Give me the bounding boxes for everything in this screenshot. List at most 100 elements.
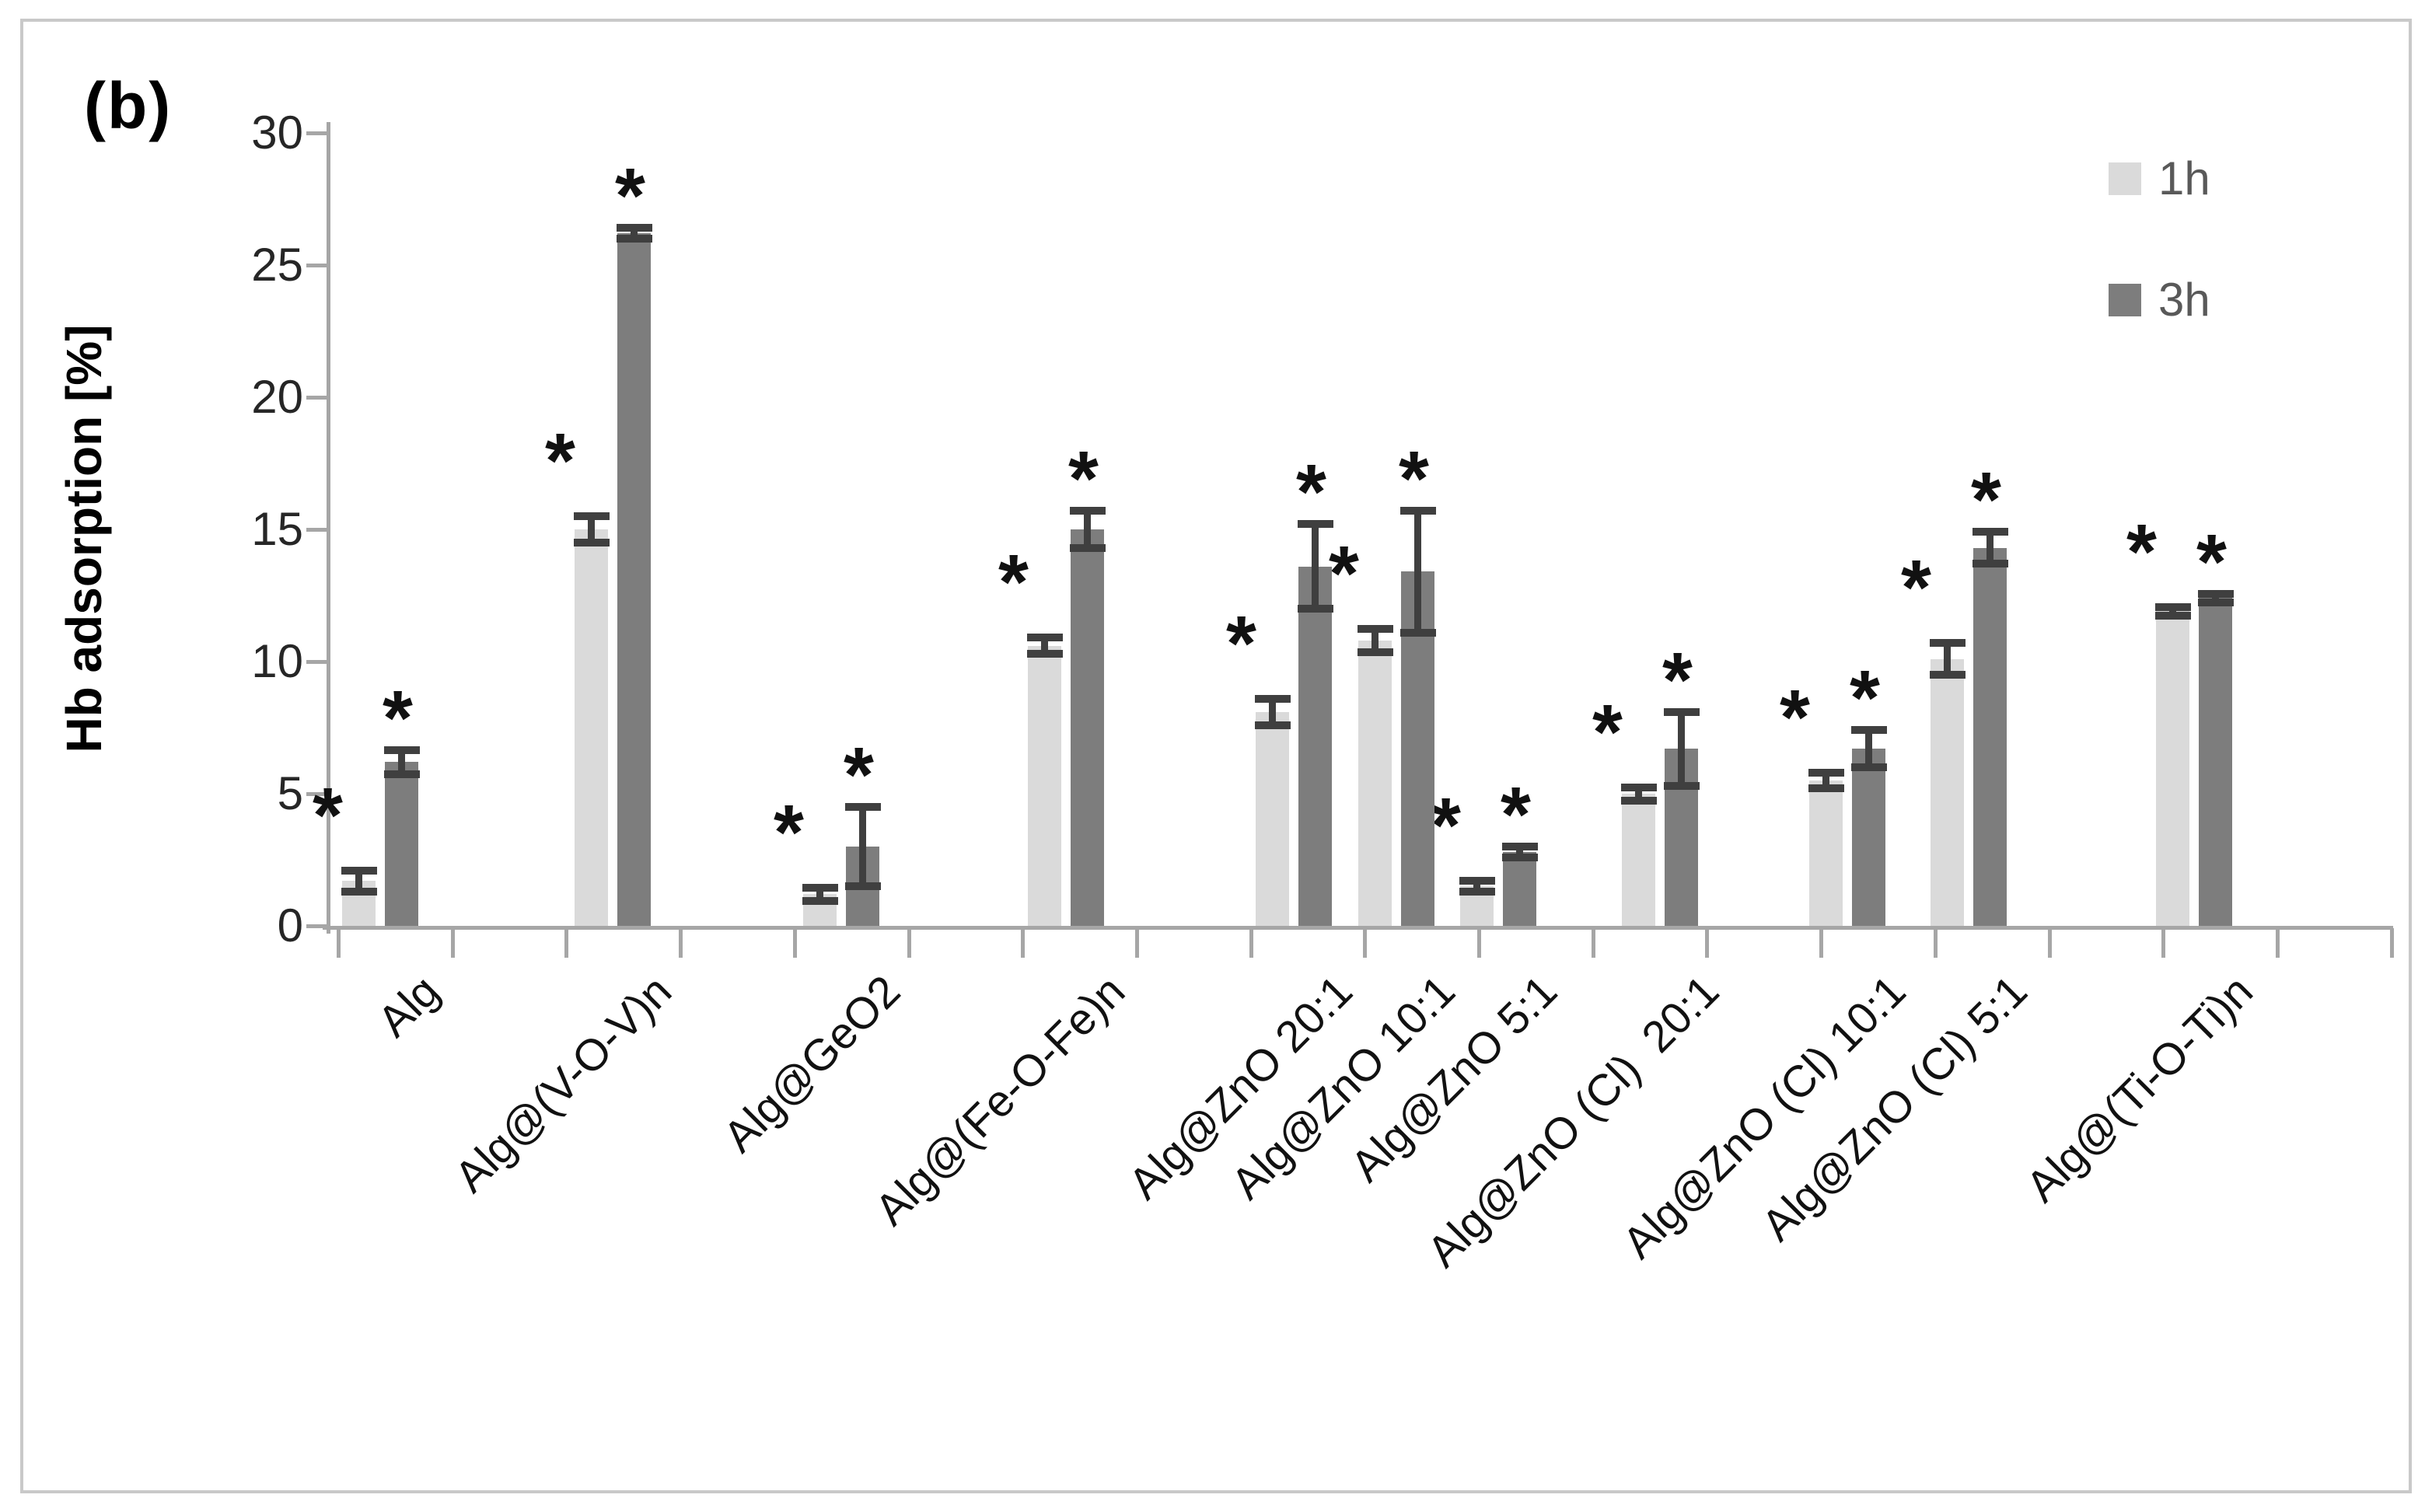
significance-star: * xyxy=(1971,456,2001,544)
error-bar-line xyxy=(1269,698,1276,725)
error-bar-line xyxy=(1944,643,1951,675)
error-bar-cap-bottom xyxy=(1297,605,1333,613)
x-axis-tick xyxy=(2161,928,2166,958)
error-bar-line xyxy=(1822,772,1829,789)
error-bar-cap-top xyxy=(1620,783,1657,791)
significance-star: * xyxy=(313,771,343,859)
x-axis-tick xyxy=(1819,928,1824,958)
bar-1h-8 xyxy=(1809,780,1843,926)
bar-3h-3 xyxy=(1071,529,1104,926)
significance-star: * xyxy=(1592,688,1623,776)
error-bar-cap-bottom xyxy=(1620,796,1657,805)
x-axis-tick xyxy=(1477,928,1481,958)
x-axis-tick xyxy=(2389,928,2394,958)
error-bar-cap-bottom xyxy=(2197,598,2234,606)
error-bar-cap-bottom xyxy=(1357,648,1393,657)
error-bar-line xyxy=(1084,511,1091,548)
bar-3h-1 xyxy=(617,233,651,926)
error-bar-cap-bottom xyxy=(1808,784,1844,793)
error-bar-cap-bottom xyxy=(383,770,420,778)
x-axis-tick xyxy=(450,928,455,958)
y-axis-tick xyxy=(306,131,327,135)
legend-item-1h: 1h xyxy=(2109,155,2210,202)
x-axis-tick xyxy=(1363,928,1368,958)
error-bar-line xyxy=(588,516,595,543)
y-axis-title: Hb adsorption [%] xyxy=(56,324,112,753)
error-bar-line xyxy=(1986,532,1993,564)
bar-3h-10 xyxy=(2199,598,2232,926)
error-bar-cap-top xyxy=(341,866,377,875)
error-bar-cap-top xyxy=(1663,707,1700,716)
y-axis-tick xyxy=(306,792,327,796)
y-tick-label: 30 xyxy=(251,107,303,159)
error-bar-line xyxy=(859,807,866,886)
bar-1h-1 xyxy=(575,529,608,926)
error-bar-cap-top xyxy=(1850,726,1887,735)
error-bar-cap-top xyxy=(1254,694,1291,703)
error-bar-cap-bottom xyxy=(1254,721,1291,729)
error-bar-line xyxy=(1678,711,1685,786)
significance-star: * xyxy=(1780,673,1810,761)
error-bar-cap-bottom xyxy=(1972,560,2008,568)
error-bar-line xyxy=(2212,594,2219,602)
error-bar-line xyxy=(1371,628,1378,653)
significance-star: * xyxy=(1431,782,1461,870)
x-axis-tick xyxy=(2275,928,2280,958)
significance-star: * xyxy=(2196,519,2227,606)
legend-label-1h: 1h xyxy=(2158,152,2210,204)
y-axis-tick xyxy=(306,264,327,267)
bar-1h-4 xyxy=(1256,711,1289,926)
y-tick-label: 10 xyxy=(251,635,303,687)
x-axis-tick xyxy=(679,928,683,958)
significance-star: * xyxy=(545,417,575,505)
error-bar-cap-top xyxy=(1026,634,1063,642)
x-axis-tick xyxy=(907,928,911,958)
error-bar-cap-bottom xyxy=(844,882,881,890)
error-bar-cap-top xyxy=(1399,507,1436,515)
bar-3h-4 xyxy=(1298,566,1332,926)
bar-1h-3 xyxy=(1028,645,1061,926)
significance-star: * xyxy=(2126,508,2157,596)
x-axis-tick xyxy=(1591,928,1595,958)
error-bar-cap-bottom xyxy=(1026,649,1063,658)
significance-star: * xyxy=(1850,655,1880,742)
error-bar-line xyxy=(355,870,362,892)
error-bar-cap-bottom xyxy=(1501,853,1538,861)
significance-star: * xyxy=(1068,435,1099,523)
y-tick-label: 5 xyxy=(277,767,303,819)
error-bar-line xyxy=(1516,847,1523,857)
x-axis-tick xyxy=(337,928,341,958)
x-axis-tick xyxy=(1134,928,1139,958)
error-bar-line xyxy=(1312,524,1319,609)
y-tick-label: 20 xyxy=(251,371,303,423)
bar-3h-0 xyxy=(385,762,418,926)
error-bar-cap-top xyxy=(573,512,610,520)
error-bar-cap-bottom xyxy=(616,235,652,243)
error-bar-line xyxy=(1635,787,1642,801)
significance-star: * xyxy=(1501,771,1531,858)
error-bar-cap-bottom xyxy=(1399,628,1436,637)
x-axis-tick xyxy=(1933,928,1938,958)
x-axis-tick xyxy=(1705,928,1710,958)
bar-1h-7 xyxy=(1622,794,1655,926)
error-bar-cap-top xyxy=(2197,590,2234,599)
bar-3h-6 xyxy=(1503,851,1536,926)
significance-star: * xyxy=(615,152,645,240)
error-bar-cap-top xyxy=(616,224,652,232)
y-axis-tick xyxy=(306,660,327,664)
significance-star: * xyxy=(1901,544,1931,632)
y-tick-label: 0 xyxy=(277,899,303,952)
error-bar-cap-top xyxy=(1808,768,1844,777)
error-bar-line xyxy=(816,887,823,901)
significance-star: * xyxy=(383,674,413,762)
error-bar-cap-bottom xyxy=(341,887,377,896)
error-bar-cap-bottom xyxy=(1850,763,1887,771)
error-bar-cap-bottom xyxy=(1459,887,1495,896)
bar-3h-9 xyxy=(1973,547,2007,926)
error-bar-cap-top xyxy=(2154,603,2191,612)
legend-swatch-1h xyxy=(2109,162,2141,195)
x-axis-tick xyxy=(792,928,797,958)
significance-star: * xyxy=(1329,529,1359,617)
bar-1h-9 xyxy=(1931,658,1964,926)
error-bar-cap-top xyxy=(802,883,838,892)
